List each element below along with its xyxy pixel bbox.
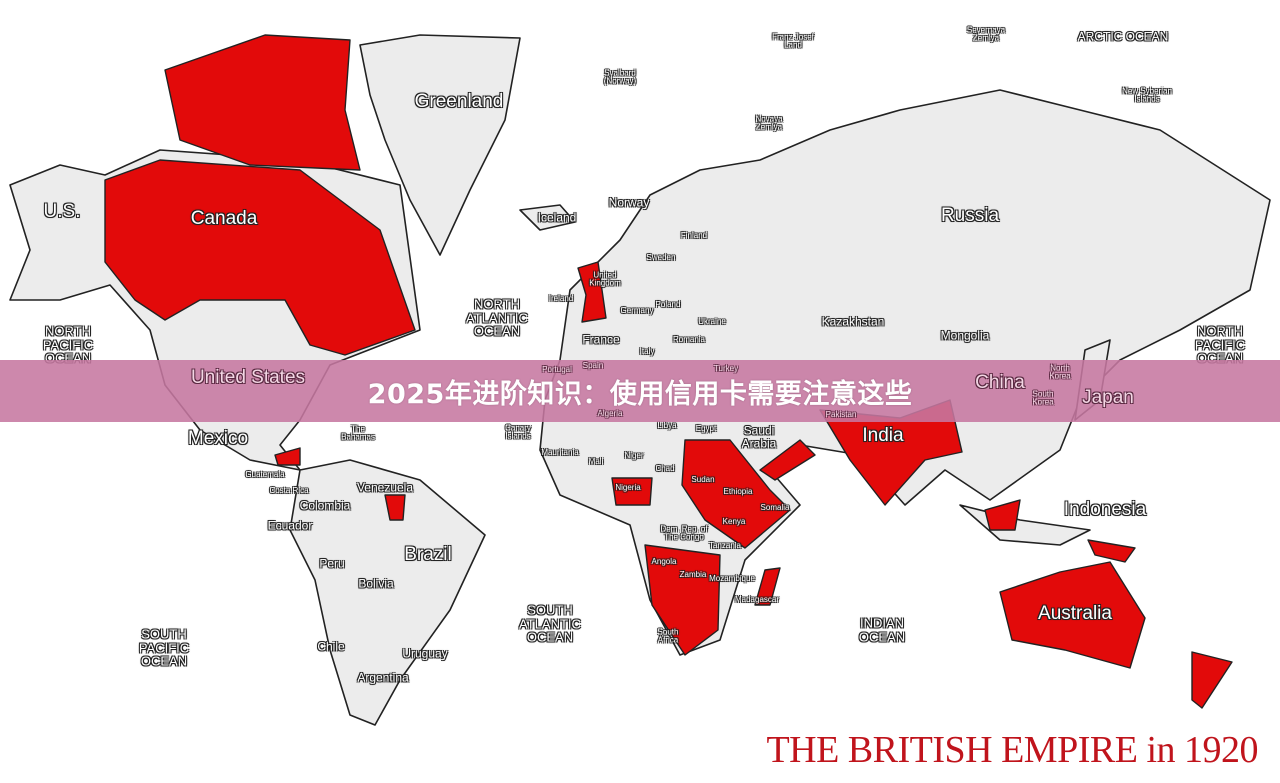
label-poland: Poland: [655, 299, 681, 309]
label-canary-islands: Canary Islands: [505, 423, 531, 441]
label-south-korea: South Korea: [1032, 389, 1054, 407]
arabia-coast: [759, 439, 816, 481]
label-somalia: Somalia: [760, 502, 790, 512]
label-drc: Dem. Rep. of The Congo: [660, 524, 708, 542]
label-norway: Norway: [608, 195, 650, 210]
label-finland: Finland: [680, 230, 708, 240]
label-mali: Mali: [588, 456, 604, 466]
label-nigeria: Nigeria: [615, 482, 641, 492]
label-north-atlantic: NORTH ATLANTIC OCEAN: [466, 296, 528, 339]
headline-text: 2025年进阶知识：使用信用卡需要注意这些: [367, 378, 913, 410]
label-uruguay: Uruguay: [402, 646, 448, 661]
label-south-pacific: SOUTH PACIFIC OCEAN: [138, 626, 190, 669]
label-madagascar: Madagascar: [734, 594, 780, 604]
headline-banner: 2025年进阶知识：使用信用卡需要注意这些: [0, 360, 1280, 422]
label-china: China: [975, 372, 1025, 394]
label-indian-ocean: INDIAN OCEAN: [858, 615, 906, 644]
label-india: India: [862, 425, 904, 447]
label-bolivia: Bolivia: [358, 576, 394, 591]
nigeria: [611, 477, 653, 506]
label-north-korea: North Korea: [1049, 363, 1071, 381]
label-russia: Russia: [940, 205, 1000, 227]
label-franz-josef: Franz Josef Land: [772, 32, 814, 50]
label-us-alaska: U.S.: [43, 201, 81, 223]
label-chad: Chad: [655, 463, 675, 473]
caribbean: [274, 447, 301, 466]
label-kenya: Kenya: [722, 516, 746, 526]
label-peru: Peru: [319, 556, 345, 571]
label-sudan: Sudan: [691, 474, 715, 484]
australia: [999, 561, 1146, 669]
label-south-africa: South Africa: [657, 627, 679, 645]
united-kingdom: [577, 261, 607, 323]
label-germany: Germany: [620, 305, 654, 315]
label-south-atlantic: SOUTH ATLANTIC OCEAN: [519, 602, 581, 645]
map-title: THE BRITISH EMPIRE in 1920: [766, 729, 1258, 771]
label-severnaya: Severnaya Zemlya: [966, 25, 1006, 43]
label-italy: Italy: [639, 346, 655, 356]
label-japan: Japan: [1082, 387, 1134, 409]
label-australia: Australia: [1038, 603, 1112, 625]
canada: [104, 159, 416, 356]
label-novaya: Novaya Zemlya: [755, 114, 783, 132]
label-turkey: Turkey: [713, 363, 739, 373]
label-mauritania: Mauritania: [541, 447, 579, 457]
label-kazakhstan: Kazakhstan: [821, 314, 885, 329]
madagascar: [754, 567, 781, 606]
label-tanzania: Tanzania: [708, 540, 742, 550]
label-indonesia: Indonesia: [1063, 499, 1147, 521]
label-sweden: Sweden: [646, 252, 676, 262]
british-territories: [104, 34, 1233, 709]
label-arctic-ocean: ARCTIC OCEAN: [1077, 29, 1169, 44]
iceland: [519, 204, 576, 231]
label-pakistan: Pakistan: [825, 409, 857, 419]
label-spain: Spain: [582, 360, 604, 370]
label-svalbard: Svalbard (Norway): [603, 68, 637, 86]
label-chile: Chile: [317, 639, 345, 654]
label-ireland: Ireland: [548, 293, 574, 303]
guiana: [384, 494, 406, 521]
label-colombia: Colombia: [299, 498, 351, 513]
label-guatemala: Guatemala: [245, 469, 285, 479]
label-ukraine: Ukraine: [698, 316, 726, 326]
south-america: [289, 459, 486, 726]
label-libya: Libya: [657, 420, 677, 430]
label-brazil: Brazil: [404, 544, 452, 566]
label-venezuela: Venezuela: [356, 480, 414, 495]
label-uk: United Kingdom: [589, 270, 621, 288]
label-greenland: Greenland: [414, 91, 504, 113]
label-niger: Niger: [624, 450, 644, 460]
label-new-syberian: New Syberian Islands: [1122, 86, 1172, 104]
new-zealand: [1191, 651, 1233, 709]
label-saudi-arabia: Saudi Arabia: [741, 423, 777, 450]
label-united-states: United States: [190, 367, 306, 389]
label-costa-rica: Costa Rica: [269, 485, 309, 495]
canadian-arctic-islands: [164, 34, 361, 171]
label-ethiopia: Ethiopia: [723, 486, 753, 496]
label-portugal: Portugal: [542, 364, 572, 374]
label-argentina: Argentina: [357, 670, 409, 685]
southern-africa: [644, 544, 721, 656]
greenland: [359, 34, 521, 256]
malaya-borneo: [984, 499, 1021, 531]
label-ecuador: Ecuador: [267, 518, 313, 533]
label-algeria: Algeria: [597, 408, 623, 418]
egypt-sudan-east-africa: [681, 439, 791, 549]
label-france: France: [582, 332, 620, 347]
label-romania: Romania: [672, 334, 706, 344]
label-bahamas: The Bahamas: [341, 424, 375, 442]
label-canada: Canada: [190, 208, 258, 230]
label-angola: Angola: [651, 556, 677, 566]
label-mozambique: Mozambique: [709, 573, 755, 583]
label-zambia: Zambia: [679, 569, 707, 579]
label-egypt: Egypt: [695, 423, 717, 433]
label-iceland: Iceland: [537, 210, 577, 225]
label-mexico: Mexico: [187, 428, 249, 450]
label-mongolia: Mongolia: [940, 328, 990, 343]
new-guinea: [1087, 539, 1136, 563]
